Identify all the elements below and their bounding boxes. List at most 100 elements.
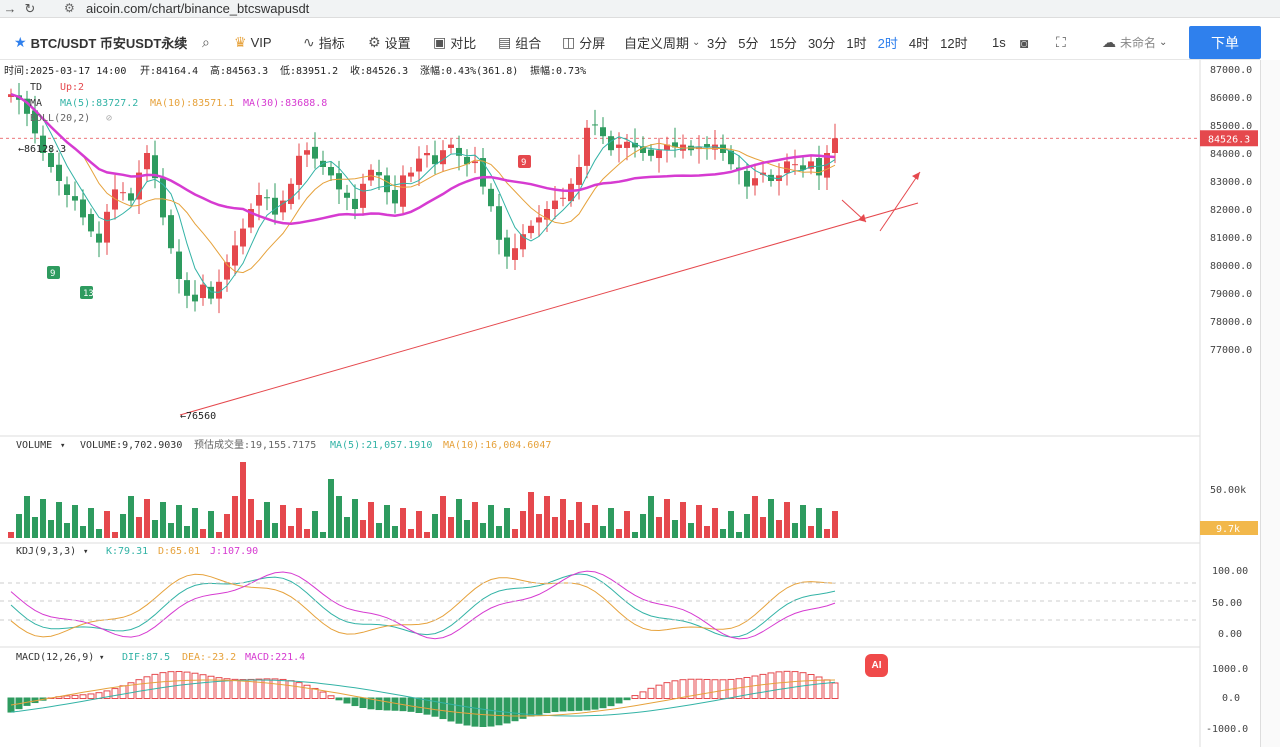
macd-bar	[591, 697, 599, 710]
candle	[512, 248, 518, 260]
volume-bars	[8, 462, 838, 538]
url-text[interactable]: aicoin.com/chart/binance_btcswapusdt	[86, 1, 310, 16]
candle	[120, 192, 126, 194]
low-marker: ←76560	[180, 411, 216, 422]
macd-bar	[183, 671, 191, 699]
volume-bar	[472, 502, 478, 538]
volume-bar	[664, 499, 670, 538]
macd-bar	[719, 679, 727, 700]
period-tab[interactable]: 12时	[940, 36, 968, 51]
period-tab[interactable]: 1时	[846, 36, 867, 51]
volume-bar	[744, 514, 750, 538]
macd-bar	[407, 697, 415, 712]
combo-button[interactable]: ▤ 组合	[498, 34, 542, 51]
td-badge	[80, 286, 93, 299]
volume-bar	[576, 502, 582, 538]
volume-bar	[328, 479, 334, 538]
indicators-button[interactable]: ∿ 指标	[303, 34, 345, 51]
volume-estimate: 预估成交量:19,155.7175	[194, 438, 316, 451]
reload-icon[interactable]: ↻	[24, 0, 36, 16]
volume-bar	[240, 462, 246, 538]
candle	[624, 141, 630, 148]
candle	[440, 150, 446, 165]
candle	[728, 150, 734, 165]
volume-bar	[552, 517, 558, 538]
legend-ma: MA	[30, 98, 42, 109]
legend-ma5: MA(5):83727.2	[60, 98, 138, 109]
macd-value: MACD:221.4	[245, 652, 305, 663]
macd-bar	[447, 697, 455, 722]
volume-bar	[296, 508, 302, 538]
volume-bar	[696, 505, 702, 538]
settings-button[interactable]: ⚙ 设置	[368, 34, 411, 51]
period-tab[interactable]: 2时	[877, 36, 898, 51]
volume-bar	[584, 523, 590, 538]
legend-boll: BOLL(20,2)	[30, 113, 90, 124]
candle	[256, 195, 262, 206]
chart-area[interactable]: 87000.0 86000.0 85000.0 84000.0 83000.0 82000…	[0, 60, 1260, 747]
compare-icon: ▣	[433, 34, 447, 50]
price-axis-label: 84000.0	[1210, 149, 1252, 160]
vip-button[interactable]: ♛ VIP	[234, 34, 272, 50]
volume-bar	[768, 499, 774, 538]
macd-bar	[287, 680, 295, 699]
candle	[464, 156, 470, 165]
symbol-selector[interactable]: ★ BTC/USDT 币安USDT永续	[14, 33, 187, 52]
indicator-icon: ∿	[303, 34, 315, 50]
td-label: 9	[521, 158, 526, 168]
period-tab[interactable]: 5分	[738, 36, 759, 51]
macd-bar	[111, 688, 119, 699]
period-tab[interactable]: 15分	[769, 36, 797, 51]
cloud-icon: ☁	[1102, 34, 1116, 50]
place-order-button[interactable]: 下单	[1189, 26, 1261, 59]
compare-button[interactable]: ▣ 对比	[433, 34, 477, 51]
cloud-layout-dropdown[interactable]: ☁ 未命名 ⌄	[1102, 34, 1168, 50]
chevron-down-icon: ⌄	[1159, 37, 1168, 48]
macd-bar	[295, 682, 303, 700]
candle	[152, 155, 158, 179]
ai-assistant-button[interactable]: AI	[865, 654, 888, 677]
macd-line	[10, 679, 836, 717]
volume-bar	[232, 496, 238, 538]
browser-address-bar: → ↻ ⚙ aicoin.com/chart/binance_btcswapus…	[0, 0, 1280, 18]
back-icon[interactable]: →	[3, 1, 17, 16]
tick-interval-button[interactable]: 1s	[992, 35, 1006, 50]
star-icon[interactable]: ★	[14, 34, 27, 50]
volume-bar	[208, 511, 214, 538]
candle	[480, 158, 486, 187]
site-settings-icon[interactable]: ⚙	[64, 1, 75, 15]
macd-bar	[159, 672, 167, 699]
custom-period-dropdown[interactable]: 自定义周期 ⌄	[624, 36, 701, 51]
price-axis-label: 77000.0	[1210, 345, 1252, 356]
candle	[536, 217, 542, 223]
kdj-line	[10, 573, 836, 638]
period-tab[interactable]: 4时	[908, 36, 930, 51]
volume-ma5: MA(5):21,057.1910	[330, 440, 432, 451]
period-tab[interactable]: 3分	[707, 36, 728, 51]
symbol-label: BTC/USDT 币安USDT永续	[30, 36, 188, 51]
candle	[240, 228, 246, 247]
macd-bar	[167, 671, 175, 700]
camera-icon[interactable]: ◙	[1020, 34, 1029, 51]
fullscreen-icon[interactable]: ⛶	[1056, 34, 1066, 50]
price-axis-label: 85000.0	[1210, 121, 1252, 132]
volume-bar	[400, 508, 406, 538]
volume-bar	[40, 499, 46, 538]
search-icon[interactable]: ⌕	[202, 34, 210, 50]
split-screen-button[interactable]: ◫ 分屏	[562, 34, 606, 51]
volume-bar	[80, 526, 86, 538]
legend-td: TD	[30, 82, 42, 93]
kdj-axis-100: 100.00	[1212, 566, 1248, 577]
volume-bar	[496, 526, 502, 538]
volume-bar	[32, 517, 38, 538]
period-tab[interactable]: 30分	[807, 36, 836, 51]
macd-bar	[63, 695, 71, 700]
candle	[40, 135, 46, 153]
macd-bar	[311, 687, 319, 699]
macd-bar	[87, 693, 95, 700]
macd-bar	[559, 697, 567, 712]
candle	[96, 233, 102, 243]
macd-bar	[511, 697, 519, 722]
candle	[488, 188, 494, 207]
kdj-axis-0: 0.00	[1218, 629, 1242, 640]
